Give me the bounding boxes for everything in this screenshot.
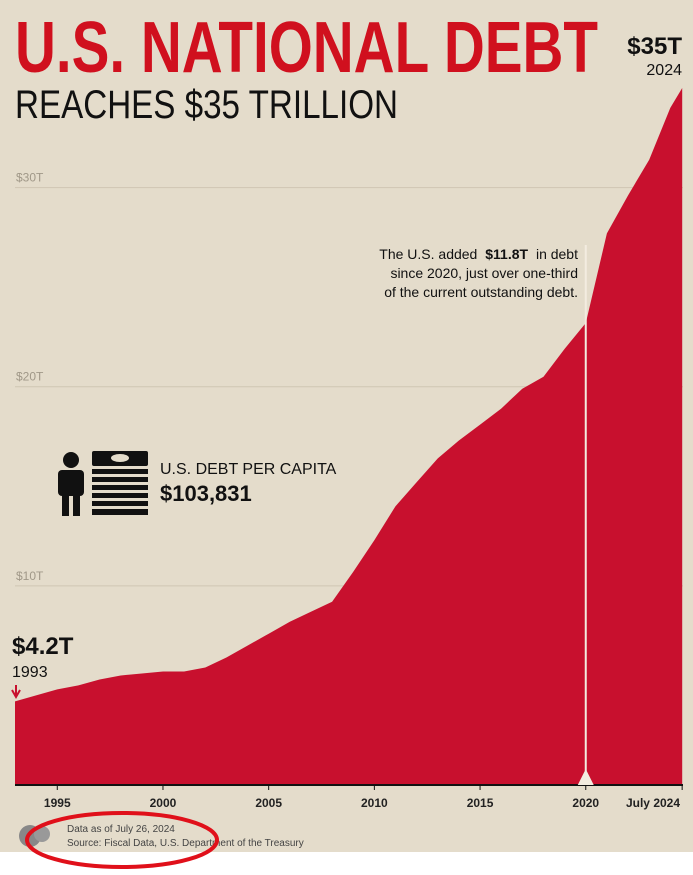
x-tick-label: July 2024 (626, 796, 680, 810)
y-tick-label: $10T (16, 569, 44, 583)
annotation-line2: since 2020, just over one-third (390, 265, 578, 281)
annotation-line1: The U.S. added $11.8T in debt (379, 246, 578, 262)
chart-subtitle: REACHES $35 TRILLION (15, 83, 398, 127)
start-arrow (11, 685, 21, 700)
per-capita-icon (58, 451, 148, 516)
annotation-marker (577, 769, 594, 785)
footer-source: Source: Fiscal Data, U.S. Department of … (67, 838, 304, 849)
x-tick-label: 1995 (44, 796, 71, 810)
plot-area: $10T $20T $30T 1995 2000 2005 2010 2015 2020 July… (15, 88, 683, 810)
y-tick-label: $20T (16, 370, 44, 384)
per-capita-label: U.S. DEBT PER CAPITA (160, 461, 337, 478)
x-tick-label: 2020 (572, 796, 599, 810)
end-value-label: $35T (627, 33, 682, 60)
start-value-label: $4.2T (12, 633, 74, 660)
footer-note: Data as of July 26, 2024 (67, 824, 175, 835)
highlight-circle (25, 811, 219, 869)
debt-area (15, 88, 683, 785)
annotation-text: The U.S. added (379, 246, 477, 262)
chart-title: U.S. NATIONAL DEBT (15, 8, 598, 88)
annotation-highlight: $11.8T (485, 246, 528, 262)
y-tick-label: $30T (16, 171, 44, 185)
annotation-text: in debt (536, 246, 578, 262)
annotation-line3: of the current outstanding debt. (384, 284, 578, 300)
end-year-label: 2024 (646, 62, 682, 79)
per-capita-value: $103,831 (160, 481, 252, 506)
x-tick-label: 2000 (150, 796, 177, 810)
x-tick-label: 2010 (361, 796, 388, 810)
x-tick-label: 2005 (255, 796, 282, 810)
start-year-label: 1993 (12, 664, 48, 681)
x-tick-label: 2015 (467, 796, 494, 810)
